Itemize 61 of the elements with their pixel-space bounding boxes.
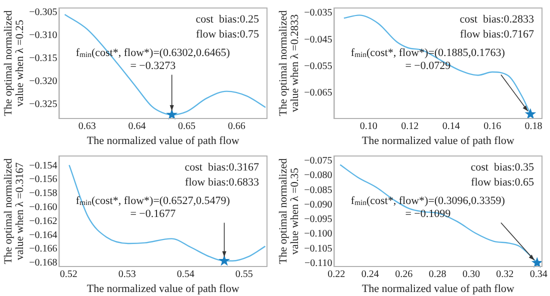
x-tick-label: 0.16 — [484, 121, 502, 132]
x-tick-label: 0.34 — [530, 269, 548, 280]
y-tick-label: −0.162 — [29, 216, 58, 227]
y-tick-label: −0.065 — [304, 88, 332, 99]
y-tick-label: −0.100 — [304, 228, 332, 240]
y-axis-title: The optimal normalized value when λ =0.25 — [2, 10, 26, 116]
x-tick-label: 0.52 — [60, 269, 78, 280]
x-axis-title: The normalized value of path flow — [86, 283, 240, 296]
annotation: flow bias:0.6833 — [185, 176, 260, 188]
x-tick-label: 0.18 — [524, 121, 542, 132]
y-tick-label: −0.164 — [29, 230, 58, 241]
annotation: flow bias:0.7167 — [460, 28, 534, 40]
annotation: flow bias:0.75 — [196, 28, 260, 40]
y-tick-label: −0.158 — [29, 188, 58, 200]
y-tick-label: −0.110 — [304, 258, 332, 269]
x-tick-label: 0.12 — [401, 121, 419, 132]
y-tick-label: −0.160 — [29, 202, 58, 214]
y-tick-label: −0.045 — [304, 34, 332, 46]
y-tick-label: −0.156 — [29, 174, 58, 186]
x-tick-label: 0.66 — [228, 121, 246, 132]
x-axis-title: The normalized value of path flow — [362, 283, 514, 296]
y-tick-label: −0.168 — [29, 258, 58, 269]
x-tick-label: 0.22 — [328, 269, 346, 280]
x-tick-label: 0.30 — [462, 269, 480, 280]
y-tick-label: −0.166 — [29, 244, 58, 255]
y-tick-label: −0.080 — [304, 170, 332, 182]
annotation: cost bias:0.25 — [196, 13, 260, 26]
x-tick-label: 0.10 — [360, 121, 378, 132]
annotation: flow bias:0.65 — [471, 176, 534, 188]
x-tick-label: 0.32 — [496, 269, 514, 280]
x-axis-title: The normalized value of path flow — [362, 135, 514, 148]
y-tick-label: −0.085 — [304, 184, 332, 196]
y-tick-label: −0.325 — [29, 98, 58, 110]
y-axis-title: The optimal normalized value when λ =0.3167 — [2, 158, 26, 264]
x-tick-label: 0.63 — [78, 121, 96, 132]
annotation: cost bias:0.3167 — [184, 161, 260, 174]
x-tick-label: 0.53 — [118, 269, 136, 280]
x-tick-label: 0.64 — [128, 121, 146, 132]
y-tick-label: −0.305 — [29, 6, 58, 18]
x-tick-label: 0.28 — [428, 269, 446, 280]
y-tick-label: −0.315 — [29, 52, 58, 64]
y-tick-label: −0.154 — [29, 160, 58, 172]
y-tick-label: −0.095 — [304, 214, 332, 226]
x-tick-label: 0.14 — [442, 121, 460, 132]
y-tick-label: −0.035 — [304, 8, 332, 19]
x-tick-label: 0.65 — [178, 121, 196, 132]
x-tick-label: 0.55 — [235, 269, 253, 280]
y-tick-label: −0.090 — [304, 199, 332, 210]
x-tick-label: 0.54 — [176, 269, 194, 280]
annotation: cost bias:0.2833 — [460, 13, 534, 26]
y-tick-label: −0.320 — [29, 76, 58, 87]
x-tick-label: 0.24 — [361, 269, 379, 280]
y-tick-label: −0.075 — [304, 156, 332, 167]
y-tick-label: −0.055 — [304, 61, 332, 72]
x-axis-title: The normalized value of path flow — [86, 135, 240, 148]
y-axis-title: The optimal normalized value when λ =0.35 — [278, 158, 302, 264]
y-tick-label: −0.105 — [304, 243, 332, 254]
annotation: cost bias:0.35 — [470, 161, 534, 174]
x-tick-label: 0.26 — [395, 269, 413, 280]
y-tick-label: −0.310 — [29, 30, 58, 41]
y-axis-title: The optimal normalized value when λ =0.2833 — [278, 10, 302, 116]
